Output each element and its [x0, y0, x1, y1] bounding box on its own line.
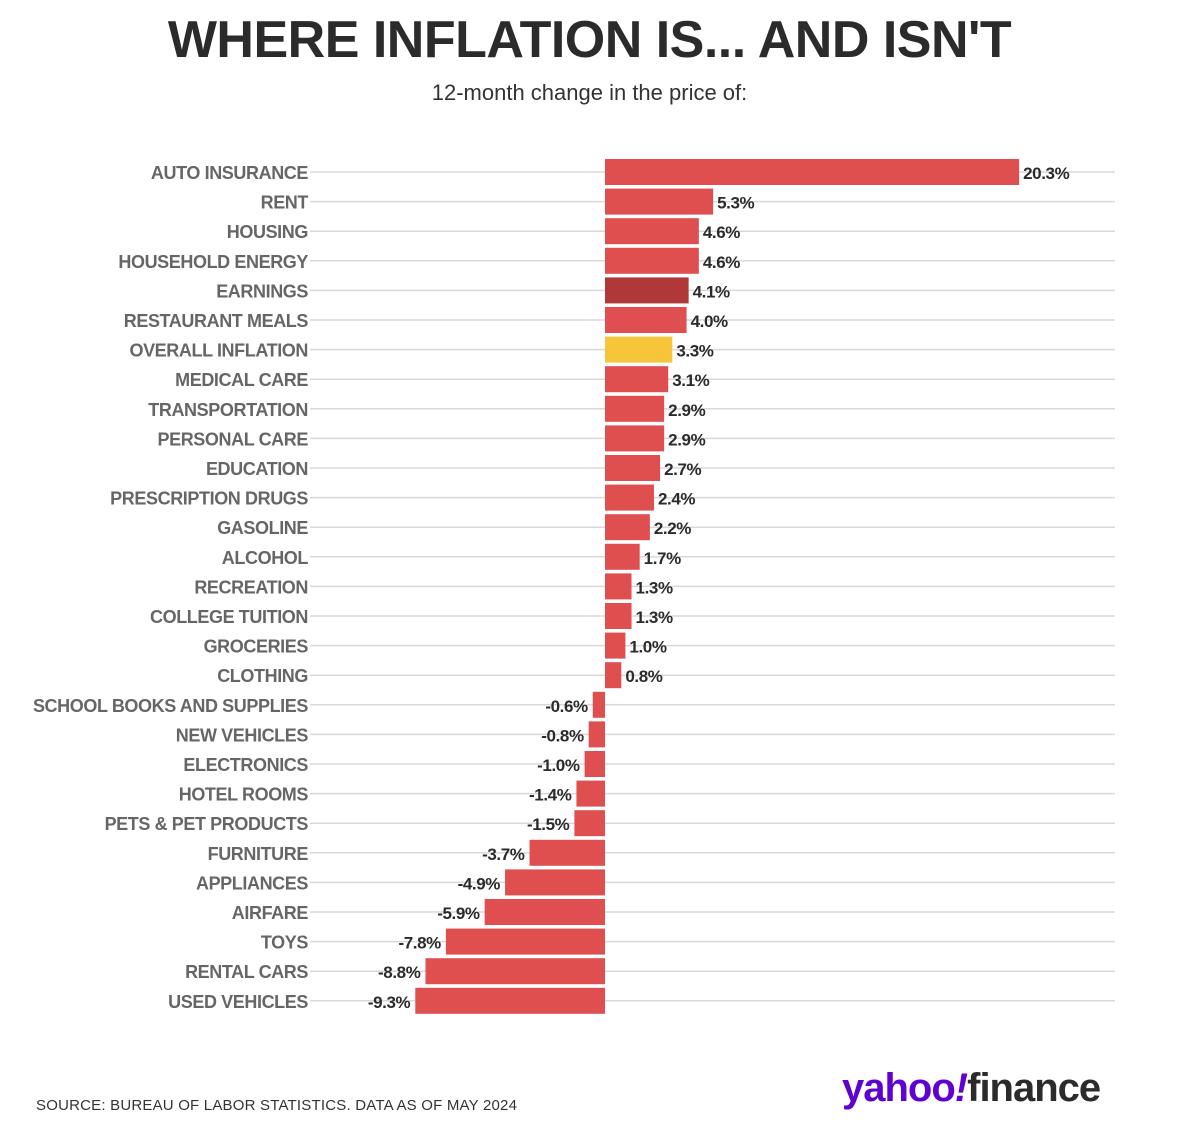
bar	[592, 691, 605, 718]
category-label: RESTAURANT MEALS	[124, 311, 309, 331]
value-label: -8.8%	[378, 963, 421, 982]
value-label: -7.8%	[398, 934, 441, 953]
category-label: OVERALL INFLATION	[129, 341, 308, 361]
bar	[605, 307, 687, 333]
value-label: -4.9%	[458, 874, 501, 893]
value-label: 4.1%	[693, 282, 730, 301]
bar	[605, 662, 622, 689]
yahoo-finance-logo: yahoo!finance	[842, 1066, 1101, 1111]
value-label: -3.7%	[482, 845, 525, 864]
bar-chart: AUTO INSURANCE 20.3% RENT 5.3% HOUSING 4.6% HO…	[33, 159, 1115, 1014]
value-label: 2.4%	[658, 490, 695, 509]
bar	[605, 277, 689, 304]
bar	[425, 958, 605, 985]
value-label: 5.3%	[717, 194, 754, 213]
category-label: PRESCRIPTION DRUGS	[110, 489, 308, 509]
bar	[605, 366, 669, 393]
bar	[605, 247, 699, 274]
bar	[505, 869, 605, 896]
category-label: EARNINGS	[216, 281, 308, 301]
value-label: 1.0%	[629, 638, 666, 657]
category-label: GASOLINE	[217, 518, 308, 538]
bar	[605, 395, 665, 422]
category-label: USED VEHICLES	[168, 992, 308, 1012]
source-note: SOURCE: BUREAU OF LABOR STATISTICS. DATA…	[36, 1097, 518, 1114]
value-label: 1.3%	[636, 578, 673, 597]
category-label: EDUCATION	[206, 459, 308, 479]
category-label: RECREATION	[194, 577, 308, 597]
category-label: PERSONAL CARE	[158, 429, 309, 449]
bar	[605, 484, 654, 511]
category-label: APPLIANCES	[196, 873, 308, 893]
category-label: AUTO INSURANCE	[151, 163, 308, 183]
bar	[605, 188, 714, 215]
bar	[605, 218, 699, 245]
category-label: GROCERIES	[204, 637, 309, 657]
bar	[605, 543, 640, 570]
bar	[605, 514, 650, 541]
category-label: RENTAL CARS	[185, 962, 308, 982]
bar	[574, 810, 605, 837]
category-label: CLOTHING	[217, 666, 308, 686]
category-label: HOUSING	[227, 222, 308, 242]
bar	[484, 899, 605, 925]
value-label: 3.1%	[672, 371, 709, 390]
bar	[576, 780, 605, 807]
value-label: -1.5%	[527, 815, 570, 834]
value-label: 0.8%	[625, 667, 662, 686]
chart-subtitle: 12-month change in the price of:	[431, 80, 748, 105]
value-label: -1.4%	[529, 786, 572, 805]
bar	[588, 721, 605, 748]
logo-yahoo-text: yahoo	[842, 1066, 956, 1110]
value-label: 4.6%	[703, 253, 740, 272]
category-label: COLLEGE TUITION	[150, 607, 308, 627]
bar	[605, 603, 632, 629]
category-label: FURNITURE	[208, 844, 309, 864]
value-label: 3.3%	[676, 342, 713, 361]
value-label: 4.0%	[691, 312, 728, 331]
value-label: 2.9%	[668, 430, 705, 449]
bar	[605, 336, 673, 363]
value-label: 4.6%	[703, 223, 740, 242]
category-label: AIRFARE	[232, 903, 309, 923]
value-label: 2.7%	[664, 460, 701, 479]
value-label: -9.3%	[368, 993, 411, 1012]
category-label: TRANSPORTATION	[148, 400, 308, 420]
category-label: TOYS	[261, 933, 308, 953]
value-label: -0.6%	[545, 697, 588, 716]
value-label: 1.7%	[644, 549, 681, 568]
value-label: -0.8%	[541, 726, 584, 745]
category-label: NEW VEHICLES	[176, 725, 309, 745]
category-label: RENT	[261, 193, 309, 213]
bar	[584, 751, 605, 777]
value-label: 20.3%	[1023, 164, 1069, 183]
bar	[445, 928, 605, 955]
bar	[529, 839, 605, 866]
bar	[415, 987, 605, 1014]
value-label: 2.2%	[654, 519, 691, 538]
logo-finance-text: finance	[967, 1066, 1101, 1110]
category-label: ELECTRONICS	[183, 755, 308, 775]
bar	[605, 455, 661, 481]
logo-exclamation: !	[954, 1066, 968, 1110]
bar	[605, 632, 626, 659]
category-label: ALCOHOL	[222, 548, 309, 568]
category-label: HOTEL ROOMS	[179, 785, 309, 805]
category-label: HOUSEHOLD ENERGY	[118, 252, 308, 272]
category-label: MEDICAL CARE	[175, 370, 308, 390]
category-label: SCHOOL BOOKS AND SUPPLIES	[33, 696, 308, 716]
bar	[605, 573, 632, 600]
value-label: 1.3%	[636, 608, 673, 627]
category-label: PETS & PET PRODUCTS	[105, 814, 309, 834]
value-label: -1.0%	[537, 756, 580, 775]
bar	[605, 159, 1020, 185]
value-label: 2.9%	[668, 401, 705, 420]
value-label: -5.9%	[437, 904, 480, 923]
chart-title: WHERE INFLATION IS... AND ISN'T	[167, 11, 1012, 69]
bar	[605, 425, 665, 452]
